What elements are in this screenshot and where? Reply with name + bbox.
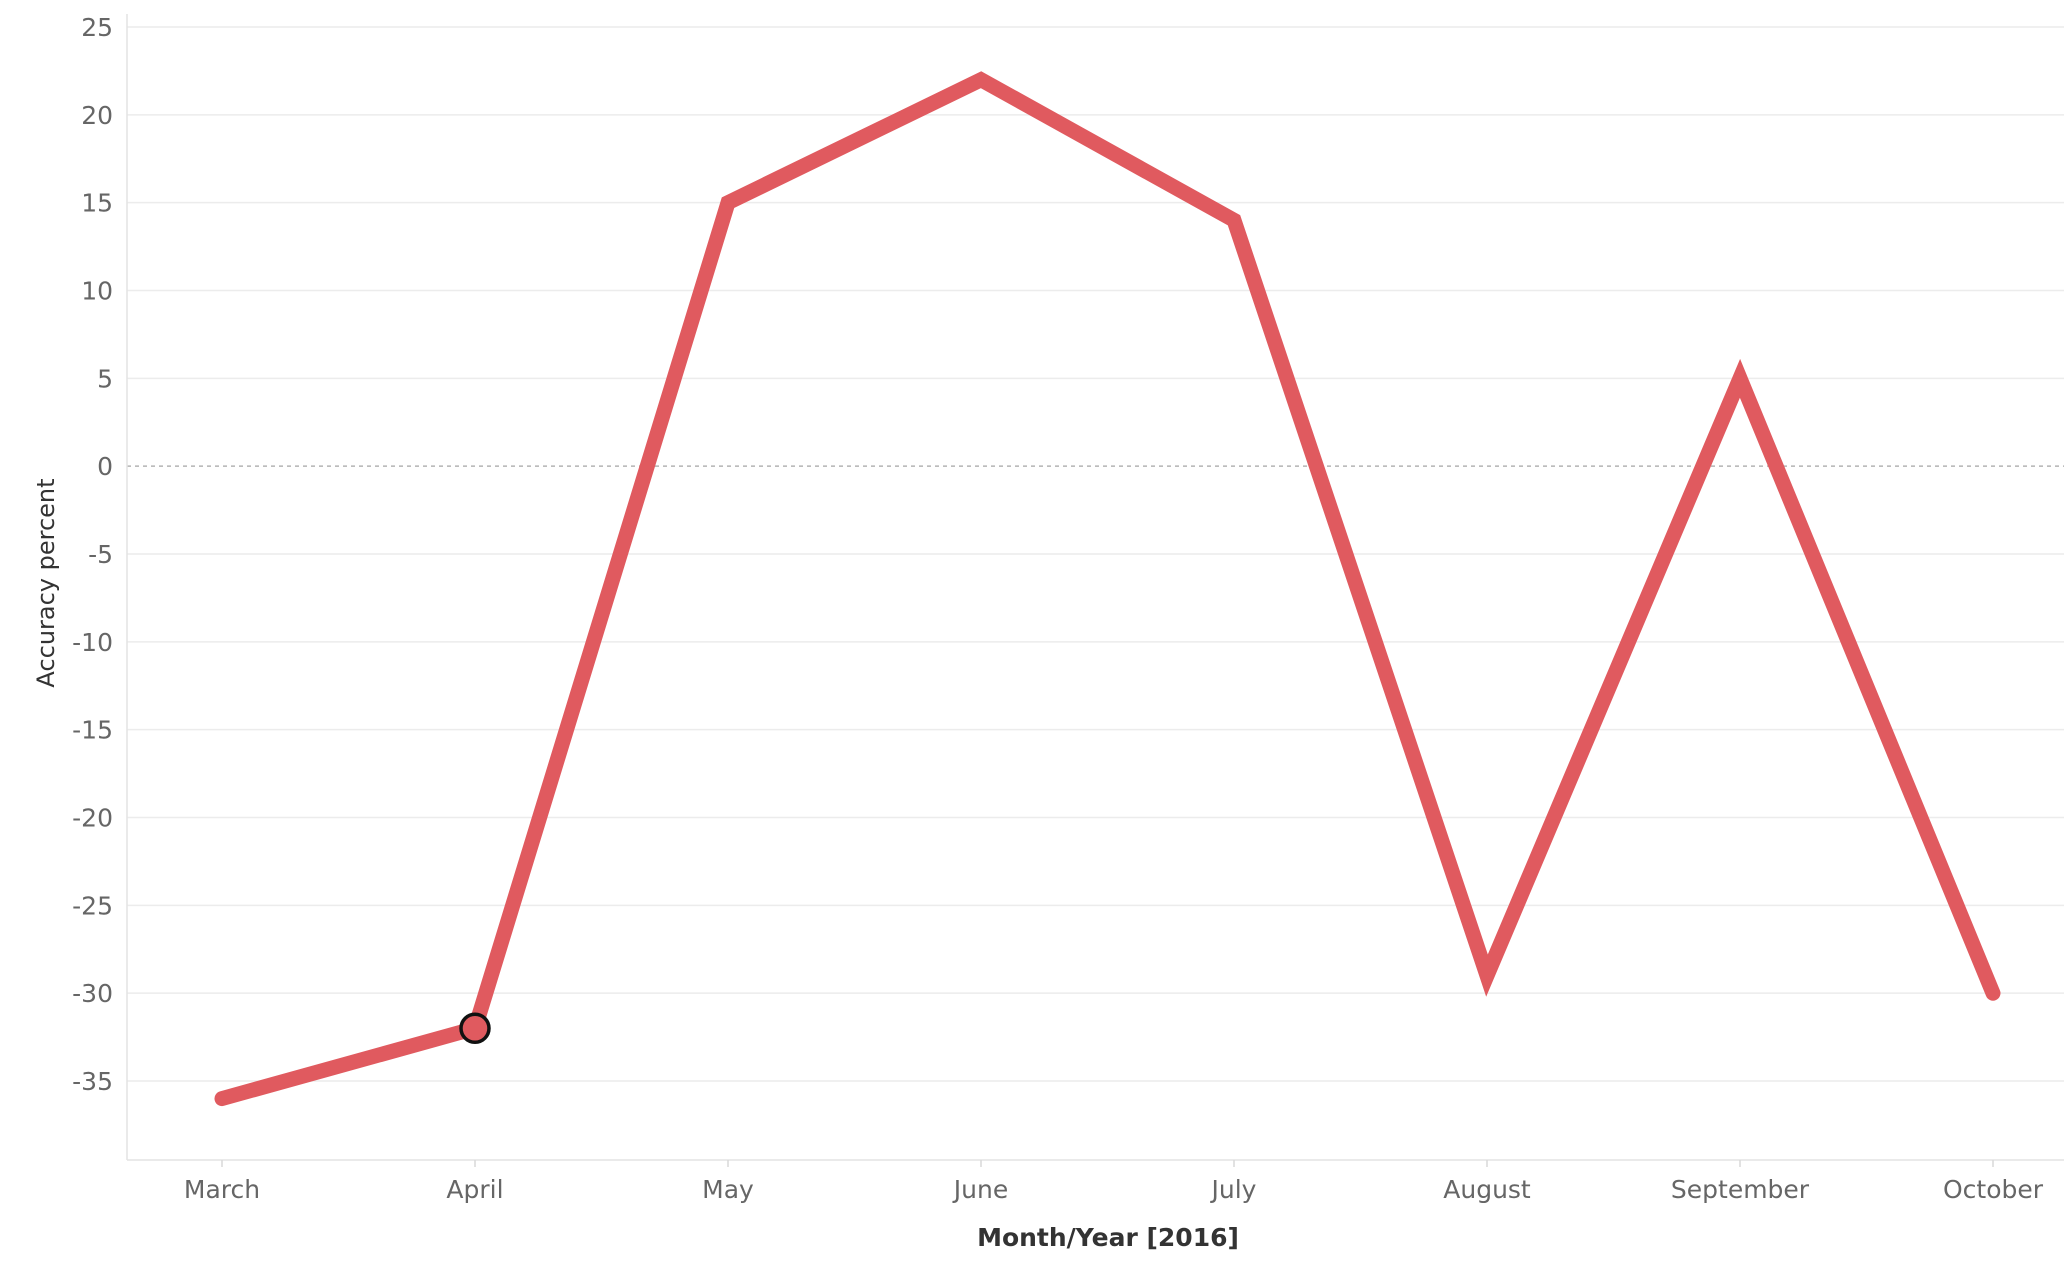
x-tick-label: October <box>1943 1175 2044 1204</box>
x-tick-labels: March April May June July August September Octo… <box>184 1160 2044 1204</box>
y-tick-label: -35 <box>72 1067 113 1096</box>
data-point[interactable] <box>1733 371 1747 385</box>
y-tick-label: 5 <box>97 364 113 393</box>
markers <box>459 1012 491 1045</box>
y-tick-label: 25 <box>81 13 113 42</box>
y-tick-label: -25 <box>72 891 113 920</box>
data-point[interactable] <box>215 1092 229 1106</box>
y-tick-label: -15 <box>72 716 113 745</box>
x-tick-label: July <box>1210 1175 1257 1204</box>
y-axis-title: Accuracy percent <box>32 478 60 687</box>
gridlines <box>127 26 2064 1082</box>
x-tick-label: June <box>952 1175 1008 1204</box>
y-tick-label: 15 <box>81 189 113 218</box>
x-tick-label: May <box>702 1175 754 1204</box>
y-tick-label: 0 <box>97 452 113 481</box>
data-point[interactable] <box>721 196 735 210</box>
y-tick-label: -20 <box>72 804 113 833</box>
x-tick-label: March <box>184 1175 260 1204</box>
y-tick-label: 10 <box>81 277 113 306</box>
data-point[interactable] <box>1986 986 2000 1000</box>
x-tick-label: April <box>446 1175 503 1204</box>
data-point[interactable] <box>1480 969 1494 983</box>
series <box>214 71 2001 1107</box>
highlighted-data-point[interactable] <box>459 1012 491 1045</box>
x-tick-label: September <box>1671 1175 1810 1204</box>
x-tick-label: August <box>1443 1175 1531 1204</box>
series-line <box>214 71 2001 1107</box>
data-point[interactable] <box>1227 213 1241 227</box>
y-tick-label: 20 <box>81 101 113 130</box>
data-point[interactable] <box>974 73 988 87</box>
x-axis-title: Month/Year [2016] <box>977 1223 1239 1252</box>
y-tick-label: -10 <box>72 628 113 657</box>
y-tick-label: -30 <box>72 979 113 1008</box>
y-tick-label: -5 <box>88 540 113 569</box>
axes <box>126 14 2064 1161</box>
y-tick-labels: 25 20 15 10 5 0 -5 -10 -15 -20 -25 -30 -35 <box>72 13 113 1096</box>
